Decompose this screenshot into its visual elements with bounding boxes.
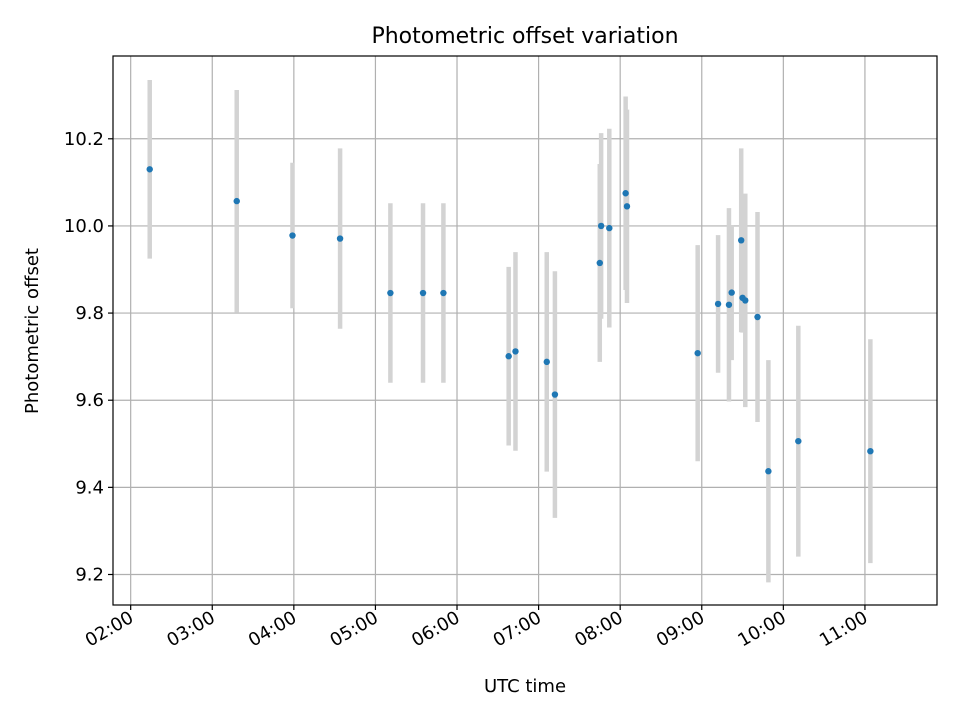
- chart-title: Photometric offset variation: [371, 24, 678, 49]
- data-point: [867, 447, 874, 455]
- data-point: [512, 348, 519, 355]
- data-point: [754, 313, 761, 321]
- data-point: [233, 197, 240, 205]
- data-point: [714, 300, 722, 308]
- data-point: [543, 358, 550, 366]
- data-point: [505, 353, 512, 360]
- data-point: [725, 301, 733, 308]
- data-point: [765, 468, 772, 475]
- data-point: [606, 224, 613, 232]
- y-tick-label: 9.6: [75, 390, 104, 411]
- data-point: [795, 437, 802, 445]
- data-point: [336, 235, 344, 242]
- data-point: [623, 203, 631, 210]
- data-points: [146, 166, 874, 475]
- data-point: [551, 391, 559, 398]
- data-point: [737, 237, 745, 244]
- y-axis-label: Photometric offset: [22, 248, 43, 414]
- x-axis-label: UTC time: [484, 676, 566, 697]
- y-tick-label: 10.0: [64, 216, 104, 237]
- data-point: [596, 259, 603, 267]
- data-point: [387, 289, 394, 297]
- data-point: [728, 289, 735, 296]
- y-tick-label: 10.2: [64, 129, 104, 150]
- plot-area-frame: [112, 55, 938, 606]
- data-point: [694, 349, 701, 357]
- y-tick-label: 9.4: [75, 477, 104, 498]
- data-point: [622, 190, 629, 197]
- data-point: [440, 289, 447, 297]
- y-tick-label: 9.2: [75, 565, 104, 586]
- data-point: [289, 232, 296, 239]
- data-point: [597, 222, 605, 230]
- data-point: [742, 297, 749, 304]
- data-point: [146, 166, 153, 173]
- data-point: [419, 289, 427, 297]
- y-tick-label: 9.8: [75, 303, 104, 324]
